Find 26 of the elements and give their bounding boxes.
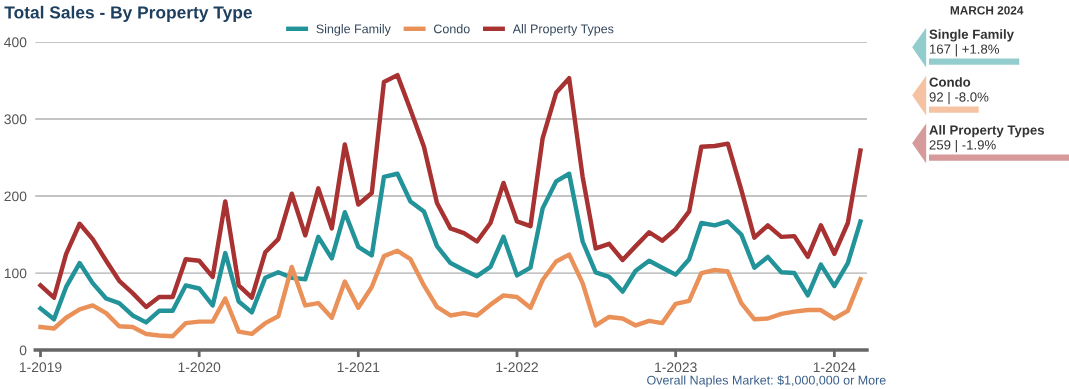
chart-title: Total Sales - By Property Type bbox=[4, 5, 252, 23]
legend-label: Condo bbox=[433, 24, 470, 34]
chart-title: MARCH 2024 bbox=[950, 6, 1024, 15]
x-tick-label: 1-2019 bbox=[19, 362, 62, 373]
x-tick-label: 1-2023 bbox=[655, 362, 697, 373]
y-tick-label: 300 bbox=[4, 114, 27, 125]
y-tick-label: 400 bbox=[4, 37, 27, 48]
line-series bbox=[38, 248, 863, 339]
data-label: 92 | -8.0% bbox=[929, 91, 989, 105]
y-tick-label: 100 bbox=[4, 268, 27, 279]
y-tick-label: 200 bbox=[4, 191, 27, 202]
legend-label: Single Family bbox=[316, 24, 391, 36]
x-tick-label: 1-2020 bbox=[178, 362, 221, 373]
data-label: 259 | -1.9% bbox=[929, 139, 996, 153]
y-tick-label: Single Family bbox=[929, 29, 1014, 42]
line-series bbox=[38, 72, 863, 310]
text: Overall Naples Market: $1,000,000 or More bbox=[647, 375, 886, 388]
x-tick-label: 1-2022 bbox=[496, 362, 538, 373]
x-tick-label: 1-2021 bbox=[337, 362, 380, 373]
y-tick-label: All Property Types bbox=[929, 125, 1045, 138]
legend-label: All Property Types bbox=[512, 24, 614, 36]
y-tick-label: Condo bbox=[929, 77, 971, 87]
data-label: 167 | +1.8% bbox=[929, 44, 1000, 57]
y-tick-label: 0 bbox=[19, 345, 27, 356]
x-tick-label: 1-2024 bbox=[813, 362, 856, 373]
line-series bbox=[38, 171, 863, 325]
